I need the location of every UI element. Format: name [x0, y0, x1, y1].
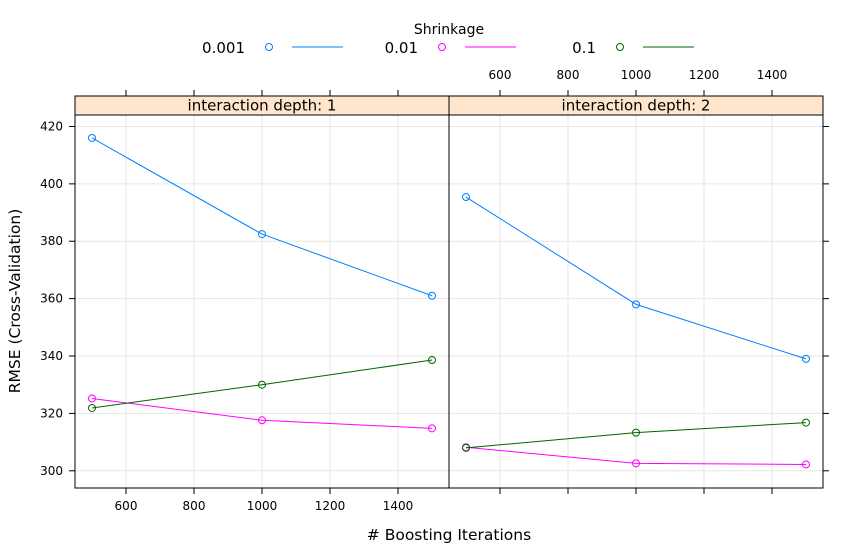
- series-line: [91, 359, 433, 409]
- x-tick-label: 1000: [247, 499, 278, 513]
- x-tick-label: 600: [115, 499, 138, 513]
- legend: Shrinkage 0.001 0.01 0.1: [202, 22, 694, 57]
- legend-title: Shrinkage: [414, 22, 484, 38]
- y-tick-label: 360: [40, 292, 63, 306]
- x-axis-label: # Boosting Iterations: [367, 526, 531, 544]
- data-point: [88, 403, 96, 412]
- legend-marker: [265, 43, 273, 51]
- y-tick-label: 300: [40, 464, 63, 478]
- data-point: [428, 356, 436, 365]
- y-tick-label: 420: [40, 119, 63, 133]
- x-tick-label: 1000: [621, 68, 652, 82]
- legend-marker: [438, 43, 446, 51]
- data-point: [802, 354, 810, 363]
- data-point: [632, 459, 640, 468]
- strip-label: interaction depth: 2: [562, 97, 711, 115]
- y-tick-label: 400: [40, 177, 63, 191]
- series-line: [91, 137, 433, 297]
- legend-marker: [616, 43, 624, 51]
- y-tick-label: 320: [40, 406, 63, 420]
- data-point: [88, 133, 96, 142]
- series-line: [91, 397, 433, 429]
- x-tick-label: 1200: [315, 499, 346, 513]
- data-point: [258, 380, 266, 389]
- x-tick-label: 800: [183, 499, 206, 513]
- x-tick-label: 800: [557, 68, 580, 82]
- legend-label: 0.1: [572, 39, 596, 57]
- data-point: [258, 230, 266, 239]
- x-tick-label: 600: [489, 68, 512, 82]
- y-tick-label: 380: [40, 234, 63, 248]
- y-axis-label: RMSE (Cross-Validation): [6, 209, 24, 394]
- data-point: [88, 394, 96, 403]
- panels: interaction depth: 1 600 800 1000 1200 1400 in…: [40, 68, 829, 513]
- y-tick-label: 340: [40, 349, 63, 363]
- data-point: [258, 416, 266, 425]
- data-point: [462, 193, 470, 202]
- data-point: [802, 460, 810, 469]
- legend-label: 0.01: [385, 39, 418, 57]
- x-tick-label: 1400: [383, 499, 414, 513]
- data-point: [428, 291, 436, 300]
- series-line: [465, 196, 807, 360]
- data-point: [462, 443, 470, 452]
- data-point: [632, 300, 640, 309]
- series-line: [465, 422, 807, 449]
- x-tick-label: 1200: [689, 68, 720, 82]
- data-point: [632, 428, 640, 437]
- legend-label: 0.001: [202, 39, 245, 57]
- x-tick-label: 1400: [757, 68, 788, 82]
- series-line: [465, 446, 807, 465]
- data-point: [802, 418, 810, 427]
- data-point: [428, 424, 436, 433]
- strip-label: interaction depth: 1: [188, 97, 337, 115]
